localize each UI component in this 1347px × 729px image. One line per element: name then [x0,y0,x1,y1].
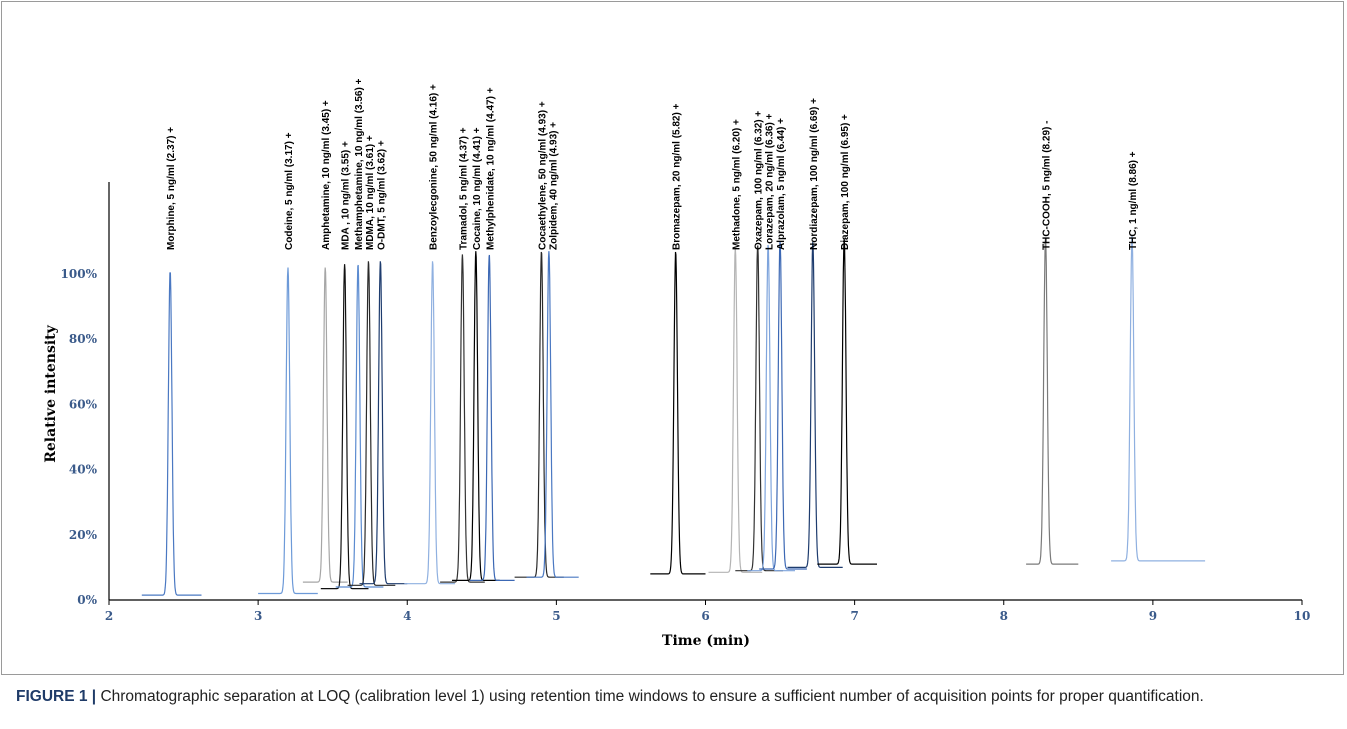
figure-frame: 2 3 4 5 6 7 8 9 10 0% 20% 40% 60% 80% 100% Morphine, 5… [1,1,1344,675]
peak-label: THC, 1 ng/ml (8.86) + [1128,151,1139,250]
peak-trace [759,241,807,570]
peak-trace [335,264,384,588]
peak-trace [650,251,706,575]
peak-trace [708,247,763,573]
y-tick-label: 100% [61,267,98,281]
peak-label: Morphine, 5 ng/ml (2.37) + [166,127,177,250]
peak-label: Benzoylecgonine, 50 ng/ml (4.16) + [429,84,440,250]
peak-trace [526,251,579,578]
x-axis-title: Time (min) [662,633,750,649]
peak-trace [735,245,783,572]
peak-label: Methamphetamine, 10 ng/ml (3.56) + [354,78,365,250]
peak-label: Bromazepam, 20 ng/ml (5.82) + [672,103,683,250]
x-tick-label: 3 [254,609,262,623]
peak-label: Alprazolam, 5 ng/ml (6.44) + [776,118,787,250]
y-tick-label: 20% [69,528,98,542]
x-tick-label: 2 [105,609,113,623]
x-tick-label: 8 [1000,609,1008,623]
peak-trace [440,254,485,583]
peak-trace [469,254,515,582]
caption-text: Chromatographic separation at LOQ (calib… [96,688,1204,705]
peak-trace [141,272,202,596]
peak-label: Amphetamine, 10 ng/ml (3.45) + [321,100,332,250]
peak-label: Methadone, 5 ng/ml (6.20) + [731,119,742,250]
peak-label: Lorazepam, 20 ng/ml (6.36) + [765,113,776,250]
peak-trace [514,251,564,578]
peak-trace [452,251,500,582]
figure-caption: FIGURE 1 | Chromatographic separation at… [16,686,1336,707]
peak-trace [1026,238,1079,565]
peak-trace [1111,235,1206,562]
peak-trace [404,261,455,585]
peak-trace [787,242,843,569]
peak-label: MDA , 10 ng/ml (3.55) + [341,141,352,250]
peak-traces [141,235,1206,596]
peak-label: Codeine, 5 ng/ml (3.17) + [284,132,295,250]
peak-trace [347,261,396,586]
x-tick-label: 4 [403,609,411,623]
peak-label: Diazepam, 100 ng/ml (6.95) + [840,114,851,250]
x-tick-label: 6 [701,609,709,623]
y-tick-label: 40% [69,463,98,477]
peak-label: Zolpidem, 40 ng/ml (4.93) + [548,122,559,250]
x-tick-label: 10 [1294,609,1311,623]
x-tick-label: 7 [850,609,858,623]
y-tick-label: 0% [77,593,97,607]
x-tick-label: 9 [1149,609,1157,623]
peak-trace [320,264,369,590]
y-axis-title: Relative intensity [43,324,59,462]
peak-trace [747,244,795,572]
peak-label: MDMA, 10 ng/ml (3.61) + [365,135,376,250]
peak-label: O-DMT, 5 ng/ml (3.62) + [376,140,387,250]
peak-label: Cocaethylene, 50 ng/ml (4.93) + [537,101,548,250]
peak-trace [258,267,318,595]
y-tick-label: 60% [69,397,98,411]
caption-label: FIGURE 1 | [16,688,97,705]
peak-label: THC-COOH, 5 ng/ml (8.29) - [1042,121,1053,250]
peak-label: Oxazepam, 100 ng/ml (6.32) + [754,111,765,250]
x-tick-label: 5 [552,609,560,623]
axes: 2 3 4 5 6 7 8 9 100%20%40%60%80%100% [61,182,1311,623]
peak-label: Methylphenidate, 10 ng/ml (4.47) + [485,87,496,250]
y-tick-label: 80% [69,332,98,346]
peak-trace [817,238,877,565]
peak-label: Nordiazepam, 100 ng/ml (6.69) + [809,98,820,250]
peak-label: Tramadol, 5 ng/ml (4.37) + [458,127,469,250]
peak-label: Cocaine, 10 ng/ml (4.41) + [472,127,483,250]
peak-labels: Morphine, 5 ng/ml (2.37) + Codeine, 5 ng/… [166,78,1139,250]
chromatogram-chart: 2 3 4 5 6 7 8 9 100%20%40%60%80%100% Morphine, 5… [43,78,1311,649]
peak-trace [359,261,408,585]
